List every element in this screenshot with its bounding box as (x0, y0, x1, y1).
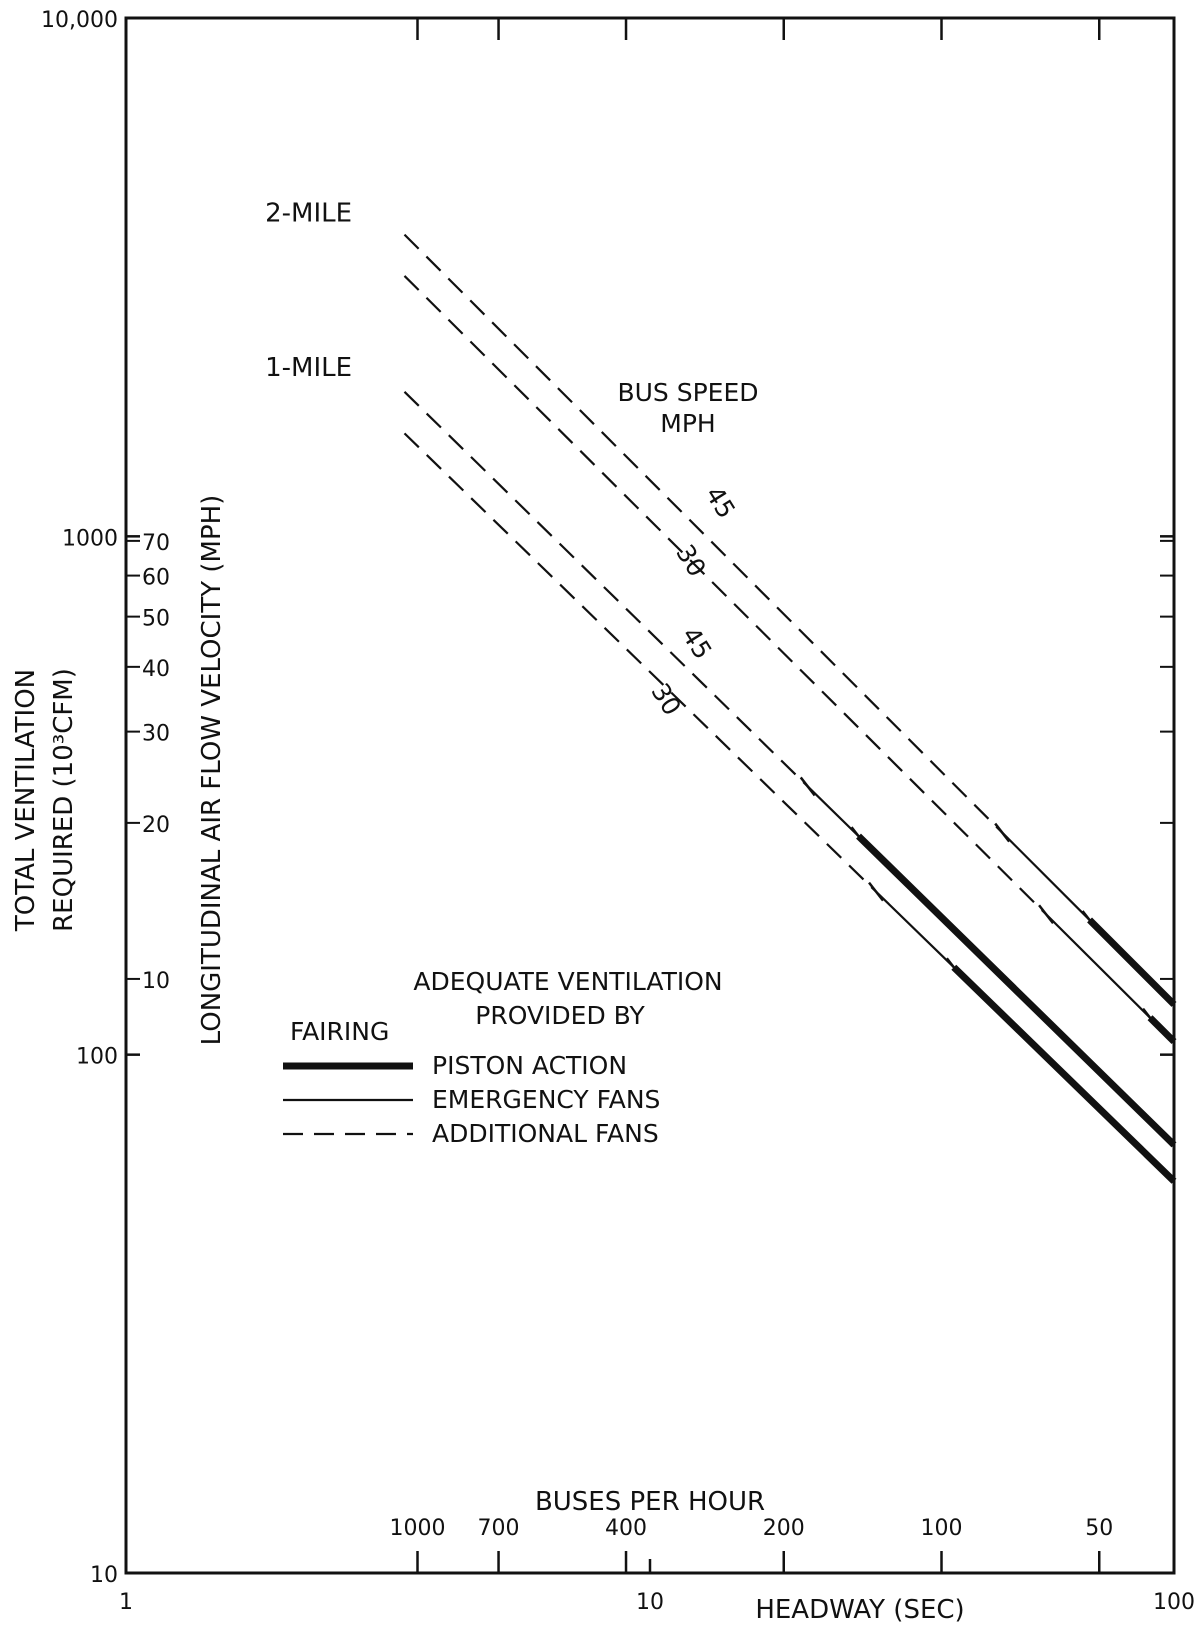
series-0-dashed-segment (403, 233, 1003, 834)
series-1-transition-mark (1038, 904, 1055, 925)
bph-tick-label-5: 50 (1085, 1516, 1113, 1541)
bph-tick-label-4: 100 (921, 1516, 963, 1541)
y2-tick-label-4: 50 (142, 607, 170, 632)
x-axis-title: HEADWAY (SEC) (755, 1595, 964, 1625)
legend-heading: FAIRING (290, 1017, 389, 1046)
y2-tick-label-2: 30 (142, 722, 170, 747)
y-tick-label-2: 1000 (62, 526, 118, 551)
y-tick-label-0: 10 (90, 1563, 118, 1588)
series-2-dashed-segment (403, 391, 809, 788)
series-1-solid-segment (1045, 913, 1151, 1019)
group-label-1: 1-MILE (265, 353, 352, 383)
y2-axis-title: LONGITUDINAL AIR FLOW VELOCITY (MPH) (197, 495, 227, 1046)
x-tick-label-0: 1 (119, 1590, 133, 1615)
speed-header-line2: MPH (660, 409, 715, 438)
series-1-dashed-segment (403, 275, 1047, 916)
speed-header-line1: BUS SPEED (617, 378, 758, 407)
y2-tick-label-5: 60 (142, 566, 170, 591)
series-3-thick-segment (951, 964, 1177, 1184)
top-axis-title: BUSES PER HOUR (535, 1487, 765, 1517)
y2-tick-label-6: 70 (142, 531, 170, 556)
series-3-transition-mark (945, 957, 962, 977)
axis-ticks (124, 16, 1176, 1575)
series-3-solid-segment (875, 890, 955, 968)
plot-frame (124, 16, 1176, 1575)
y2-tick-label-0: 10 (142, 969, 170, 994)
legend-title-line1: ADEQUATE VENTILATION (413, 967, 722, 996)
bph-tick-label-3: 200 (763, 1516, 805, 1541)
legend-item-piston: PISTON ACTION (432, 1051, 627, 1080)
y-axis-title-line1: TOTAL VENTILATION (11, 669, 41, 932)
series-1-transition-mark (1142, 1007, 1159, 1028)
series-2-solid-segment (806, 785, 860, 837)
y-tick-label-1: 100 (76, 1045, 118, 1070)
series-2-transition-mark (799, 776, 816, 797)
bph-tick-label-2: 400 (605, 1516, 647, 1541)
series-2-thick-segment (856, 833, 1177, 1148)
series-0-solid-segment (1001, 831, 1091, 921)
series-3-transition-mark (868, 881, 885, 902)
series-layer (403, 233, 1177, 1184)
x-tick-label-2: 100 (1153, 1590, 1195, 1615)
series-0-thick-segment (1087, 917, 1177, 1007)
series-0-transition-mark (1081, 910, 1098, 930)
legend-item-emergency: EMERGENCY FANS (432, 1085, 660, 1114)
bph-tick-label-0: 1000 (390, 1516, 446, 1541)
series-3-dashed-segment (403, 432, 877, 893)
series-2-transition-mark (850, 826, 867, 846)
y-tick-label-3: 10,000 (41, 8, 118, 33)
legend-item-additional: ADDITIONAL FANS (432, 1119, 659, 1148)
y-axis-title-line2: REQUIRED (10³CFM) (49, 668, 79, 932)
speed-label-3: 30 (645, 678, 686, 720)
y2-tick-label-1: 20 (142, 813, 170, 838)
x-tick-label-1: 10 (636, 1590, 664, 1615)
group-label-0: 2-MILE (265, 198, 352, 228)
bph-tick-label-1: 700 (478, 1516, 520, 1541)
series-0-transition-mark (994, 822, 1011, 843)
legend-title-line2: PROVIDED BY (475, 1001, 645, 1030)
speed-label-0: 45 (700, 481, 741, 523)
speed-label-2: 45 (676, 622, 717, 664)
legend: ADEQUATE VENTILATION PROVIDED BY FAIRING… (283, 967, 723, 1148)
y2-tick-label-3: 40 (142, 657, 170, 682)
